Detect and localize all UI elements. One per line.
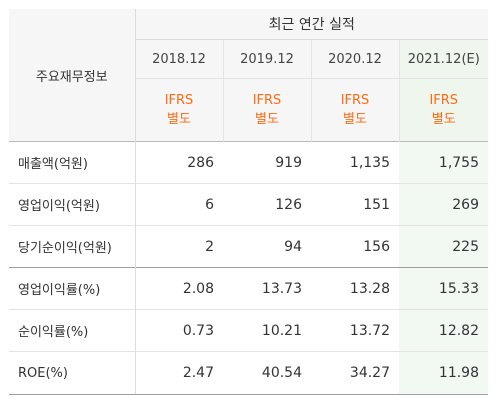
cell-value: 11.98: [399, 351, 488, 395]
table-row: 순이익률(%) 0.73 10.21 13.72 12.82: [9, 309, 488, 352]
cell-value: 126: [223, 183, 311, 226]
cell-value: 40.54: [223, 351, 311, 395]
basis-line1: IFRS: [429, 93, 459, 108]
cell-value: 10.21: [223, 309, 311, 352]
cell-value: 13.28: [311, 267, 399, 310]
table-title: 최근 연간 실적: [135, 9, 488, 40]
table-row: 영업이익(억원) 6 126 151 269: [9, 183, 488, 226]
basis-line2: 별도: [255, 112, 279, 127]
cell-value: 0.73: [135, 309, 223, 352]
column-year-2018: 2018.12: [135, 39, 224, 79]
cell-value: 13.73: [223, 267, 311, 310]
cell-value: 13.72: [311, 309, 399, 352]
cell-value: 2.08: [135, 267, 223, 310]
cell-value: 6: [135, 183, 223, 226]
basis-line1: IFRS: [340, 93, 370, 108]
column-basis-2018: IFRS 별도: [135, 78, 224, 142]
column-year-2019: 2019.12: [223, 39, 312, 79]
cell-value: 1,135: [311, 141, 399, 184]
table-row: ROE(%) 2.47 40.54 34.27 11.98: [9, 351, 488, 395]
cell-value: 94: [223, 225, 311, 268]
cell-value: 1,755: [399, 141, 488, 184]
financial-summary-table: 주요재무정보 최근 연간 실적 2018.12 2019.12 2020.12 …: [9, 9, 488, 395]
basis-line1: IFRS: [164, 93, 194, 108]
cell-value: 2: [135, 225, 223, 268]
cell-value: 12.82: [399, 309, 488, 352]
column-basis-2021: IFRS 별도: [399, 78, 488, 142]
column-year-2021-estimate: 2021.12(E): [399, 39, 488, 79]
cell-value: 2.47: [135, 351, 223, 395]
row-label: ROE(%): [9, 351, 136, 395]
cell-value: 269: [399, 183, 488, 226]
row-label: 당기순이익(억원): [9, 225, 136, 268]
column-basis-2019: IFRS 별도: [223, 78, 312, 142]
cell-value: 34.27: [311, 351, 399, 395]
table-row: 당기순이익(억원) 2 94 156 225: [9, 225, 488, 268]
basis-line2: 별도: [167, 112, 191, 127]
row-label: 매출액(억원): [9, 141, 136, 184]
cell-value: 225: [399, 225, 488, 268]
row-label: 영업이익률(%): [9, 267, 136, 310]
cell-value: 286: [135, 141, 223, 184]
cell-value: 151: [311, 183, 399, 226]
row-label-header: 주요재무정보: [9, 9, 136, 142]
cell-value: 156: [311, 225, 399, 268]
cell-value: 15.33: [399, 267, 488, 310]
table-row: 매출액(억원) 286 919 1,135 1,755: [9, 141, 488, 184]
table-row: 영업이익률(%) 2.08 13.73 13.28 15.33: [9, 267, 488, 310]
row-label: 영업이익(억원): [9, 183, 136, 226]
basis-line1: IFRS: [252, 93, 282, 108]
basis-line2: 별도: [431, 112, 456, 127]
column-basis-2020: IFRS 별도: [311, 78, 400, 142]
column-year-2020: 2020.12: [311, 39, 400, 79]
cell-value: 919: [223, 141, 311, 184]
basis-line2: 별도: [343, 112, 367, 127]
row-label: 순이익률(%): [9, 309, 136, 352]
